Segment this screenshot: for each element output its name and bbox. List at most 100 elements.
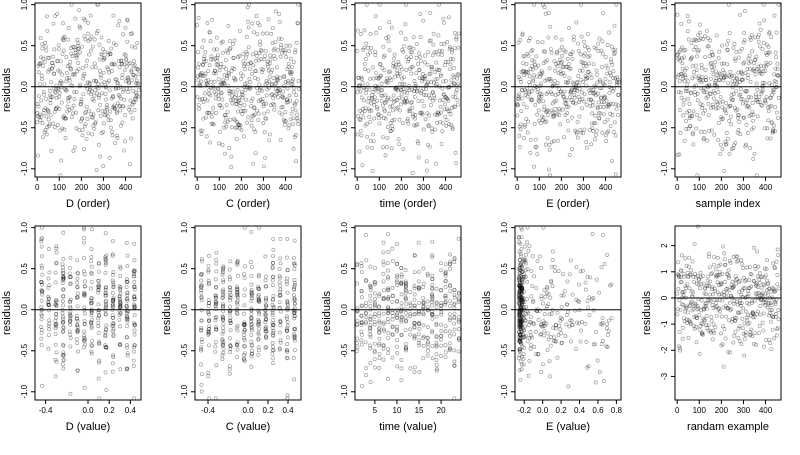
residual-point	[58, 69, 63, 74]
residual-point	[735, 77, 740, 82]
residual-point	[585, 274, 590, 279]
residual-point	[111, 298, 116, 302]
residual-point	[118, 303, 123, 308]
residual-point	[395, 299, 400, 304]
residual-point	[686, 96, 691, 101]
residual-point	[61, 294, 66, 299]
residual-point	[567, 95, 572, 100]
residual-point	[676, 72, 681, 77]
residual-point	[754, 54, 759, 59]
residual-point	[439, 333, 444, 338]
y-tick-label: 1.0	[340, 0, 349, 10]
residual-point	[529, 294, 534, 299]
residual-point	[111, 353, 116, 358]
residual-point	[364, 90, 368, 95]
residual-point	[68, 313, 73, 318]
residual-point	[359, 332, 364, 337]
residual-point	[40, 280, 45, 285]
residual-point	[529, 49, 534, 54]
residual-point	[53, 302, 58, 307]
residual-point	[439, 307, 444, 312]
residual-point	[46, 346, 51, 351]
residual-point	[757, 69, 762, 74]
residual-point	[776, 253, 781, 257]
residual-point	[533, 102, 538, 107]
residual-point	[541, 49, 546, 54]
residual-point	[365, 45, 370, 50]
residual-point	[361, 85, 366, 90]
residual-point	[75, 295, 80, 300]
residual-point	[597, 36, 602, 41]
residual-point	[387, 48, 392, 53]
residual-point	[580, 96, 585, 101]
residual-point	[559, 304, 564, 309]
residual-point	[118, 103, 122, 108]
residual-point	[85, 116, 90, 121]
residual-point	[434, 305, 439, 310]
residual-point	[422, 60, 427, 65]
residual-point	[372, 314, 377, 319]
residual-point	[293, 48, 298, 53]
residual-point	[74, 53, 79, 58]
residual-point	[247, 67, 252, 72]
y-tick-label: 0.0	[660, 81, 669, 93]
residual-point	[701, 88, 706, 93]
residual-point	[236, 109, 241, 114]
residual-point	[271, 278, 275, 283]
residual-point	[603, 133, 608, 138]
residual-point	[738, 132, 743, 137]
residual-point	[46, 285, 51, 290]
residual-point	[580, 68, 585, 73]
residual-point	[556, 71, 561, 76]
residual-point	[292, 261, 297, 266]
residual-point	[84, 136, 89, 141]
residual-point	[289, 82, 294, 87]
residual-point	[242, 275, 247, 280]
residual-point	[578, 52, 583, 57]
residual-point	[82, 337, 87, 342]
residual-point	[263, 345, 268, 350]
residual-point	[569, 339, 573, 344]
residual-point	[43, 40, 48, 45]
residual-point	[372, 322, 377, 327]
residual-point	[550, 110, 555, 115]
residual-point	[439, 329, 444, 333]
residual-point	[279, 42, 284, 47]
residual-point	[89, 247, 94, 251]
residual-point	[262, 53, 267, 58]
residual-point	[394, 280, 399, 285]
residual-point	[706, 113, 711, 118]
residual-point	[684, 66, 689, 71]
residual-point	[605, 322, 610, 327]
residual-point	[42, 92, 47, 97]
residual-point	[597, 77, 602, 82]
residual-point	[691, 109, 696, 114]
residual-point	[559, 37, 564, 42]
residual-point	[401, 44, 406, 49]
residual-point	[700, 75, 705, 80]
residual-point	[750, 101, 755, 105]
residual-point	[537, 118, 542, 123]
residual-point	[378, 74, 383, 79]
residual-point	[515, 113, 520, 118]
residual-point	[221, 295, 226, 300]
residual-point	[75, 47, 80, 52]
residual-point	[132, 269, 137, 274]
residual-point	[722, 71, 727, 76]
residual-point	[679, 71, 684, 76]
residual-point	[285, 298, 290, 303]
residual-point	[693, 92, 698, 97]
residual-point	[263, 317, 268, 322]
residual-point	[770, 82, 774, 87]
residual-point	[567, 272, 572, 277]
residual-point	[387, 20, 392, 25]
residual-point	[403, 37, 408, 41]
residual-point	[445, 59, 450, 64]
residual-point	[278, 319, 283, 324]
residual-point	[710, 52, 715, 57]
residual-point	[271, 76, 276, 80]
residual-point	[434, 300, 439, 305]
residual-point	[99, 52, 104, 57]
residual-point	[270, 308, 275, 313]
